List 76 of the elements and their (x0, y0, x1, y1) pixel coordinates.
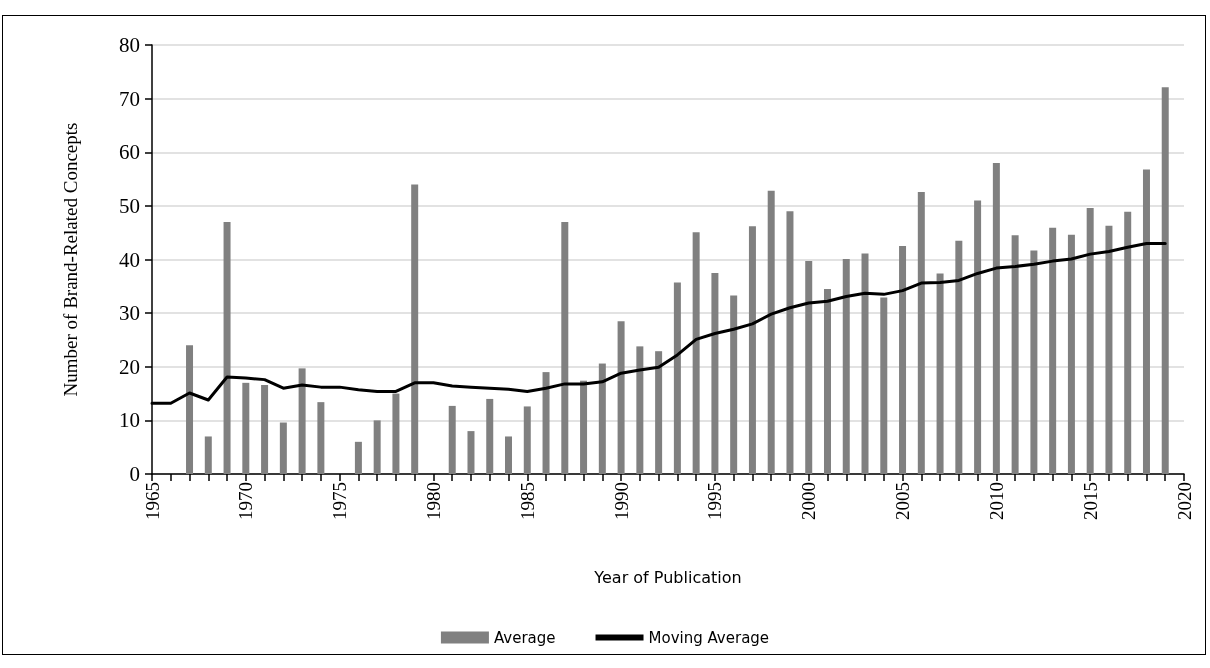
x-tick-label: 2005 (892, 482, 914, 520)
bar (204, 436, 212, 474)
bar (786, 211, 794, 474)
y-tick-label: 40 (119, 247, 140, 272)
bar (354, 441, 362, 474)
y-tick-label: 80 (119, 33, 140, 57)
y-tick-label: 0 (129, 462, 140, 486)
bar (411, 184, 419, 474)
bar (580, 380, 588, 474)
bar (936, 273, 944, 474)
x-tick-label: 2015 (1079, 482, 1101, 520)
bar (298, 368, 306, 474)
bar (1086, 208, 1094, 474)
y-tick-label: 50 (119, 193, 140, 218)
x-tick-label: 1975 (329, 482, 351, 520)
bar (955, 240, 963, 474)
bar (880, 297, 888, 474)
y-axis-title: Number of Brand-Related Concepts (60, 122, 81, 397)
x-tick-label: 2000 (798, 482, 820, 520)
bar (242, 382, 250, 474)
x-tick-label: 1985 (516, 482, 538, 520)
bar (542, 372, 550, 474)
bar (917, 191, 925, 474)
x-tick-label: 1995 (704, 482, 726, 520)
bar (655, 351, 663, 474)
bar (748, 226, 756, 474)
x-tick-label: 2010 (985, 482, 1007, 520)
y-tick-label: 30 (119, 301, 140, 326)
bar (842, 258, 850, 474)
bar (805, 261, 813, 474)
legend-label: Moving Average (648, 628, 770, 647)
bar (1049, 227, 1057, 474)
bar (598, 363, 606, 474)
y-tick-label: 10 (119, 408, 140, 433)
bar (636, 346, 644, 474)
bar (1124, 211, 1132, 474)
bar (223, 221, 231, 474)
bar (730, 295, 738, 474)
bar (561, 221, 569, 474)
bar (899, 246, 907, 474)
y-tick-label: 70 (119, 86, 140, 111)
x-tick-label: 2020 (1173, 482, 1195, 520)
bar (711, 272, 719, 474)
bar (279, 422, 287, 474)
bar (861, 253, 869, 474)
bar (617, 321, 625, 474)
bar (692, 232, 700, 474)
bar (373, 420, 381, 474)
x-axis-title: Year of Publication (593, 567, 742, 587)
bar (1105, 225, 1113, 474)
bar (992, 162, 1000, 474)
x-tick-label: 1965 (141, 482, 163, 520)
bar (1011, 235, 1019, 474)
x-tick-label: 1980 (422, 482, 444, 520)
x-tick-label: 1990 (610, 482, 632, 520)
bar (1142, 169, 1150, 474)
y-tick-label: 20 (119, 354, 140, 379)
bar (392, 393, 400, 474)
bar (1030, 250, 1038, 474)
bar (823, 288, 831, 474)
bar (317, 402, 325, 474)
bar (486, 398, 494, 474)
bar (448, 405, 456, 474)
bar (974, 200, 982, 474)
legend-label: Average (493, 628, 556, 647)
y-tick-label: 60 (119, 140, 140, 165)
x-tick-label: 1970 (235, 482, 257, 520)
bar (1161, 87, 1169, 474)
bar (523, 406, 531, 474)
bar (767, 190, 775, 474)
bar (673, 282, 681, 474)
bar (467, 431, 475, 474)
bar (505, 436, 513, 474)
bar (186, 345, 194, 474)
bar (261, 384, 269, 474)
bar (1067, 234, 1075, 474)
